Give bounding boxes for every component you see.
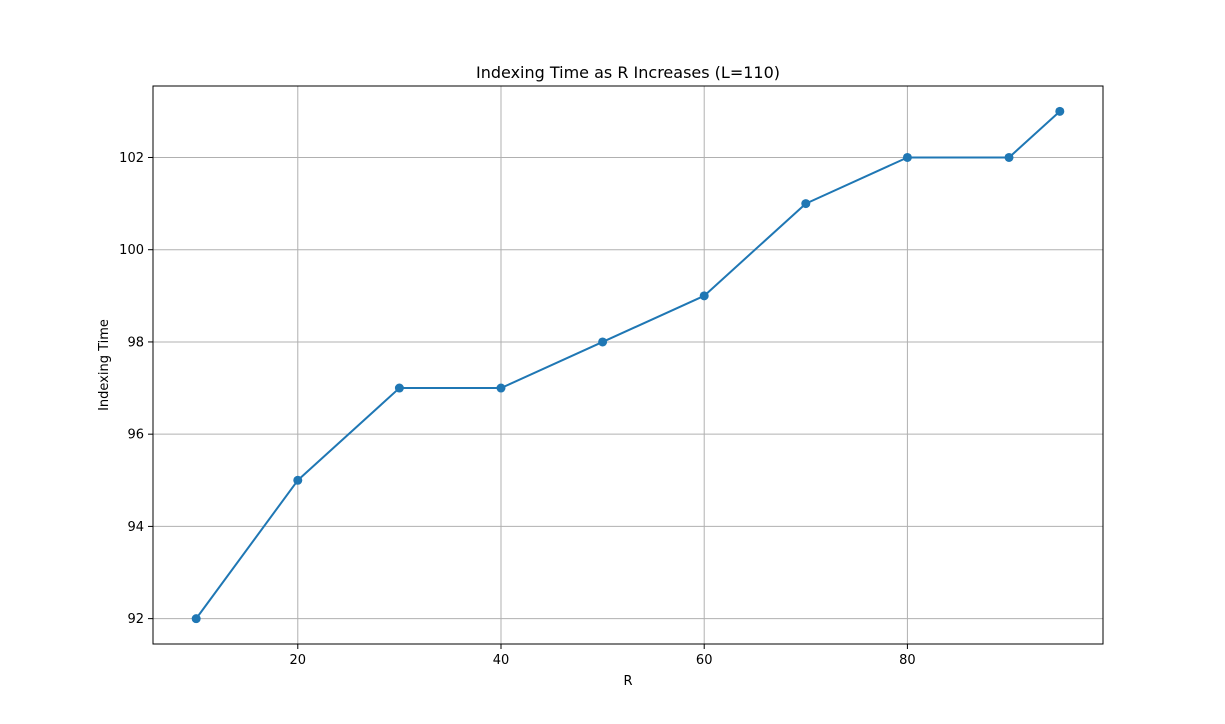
x-tick-label: 80 xyxy=(899,653,916,668)
x-tick-label: 40 xyxy=(493,653,510,668)
axis-ticks: 20 40 60 80 92 94 96 98 100 102 xyxy=(119,151,916,668)
y-axis-label: Indexing Time xyxy=(97,319,112,411)
plot-area-frame xyxy=(152,85,1104,645)
series-layer xyxy=(191,106,1065,624)
y-tick-label: 92 xyxy=(127,612,144,627)
data-point xyxy=(293,475,303,485)
x-tick-label: 20 xyxy=(290,653,307,668)
y-tick-label: 100 xyxy=(119,243,144,258)
x-axis-label: R xyxy=(623,674,632,689)
data-point xyxy=(699,291,709,301)
y-tick-label: 98 xyxy=(127,335,144,350)
data-point xyxy=(801,199,811,209)
data-point xyxy=(191,614,201,624)
chart-title: Indexing Time as R Increases (L=110) xyxy=(476,63,780,82)
series-line xyxy=(195,110,1061,620)
data-point xyxy=(394,383,404,393)
data-point xyxy=(496,383,506,393)
data-point xyxy=(1055,106,1065,116)
data-point xyxy=(598,337,608,347)
data-point xyxy=(1004,152,1014,162)
y-tick-label: 96 xyxy=(127,428,144,443)
y-tick-label: 102 xyxy=(119,151,144,166)
y-tick-label: 94 xyxy=(127,520,144,535)
data-point xyxy=(902,152,912,162)
x-tick-label: 60 xyxy=(696,653,713,668)
